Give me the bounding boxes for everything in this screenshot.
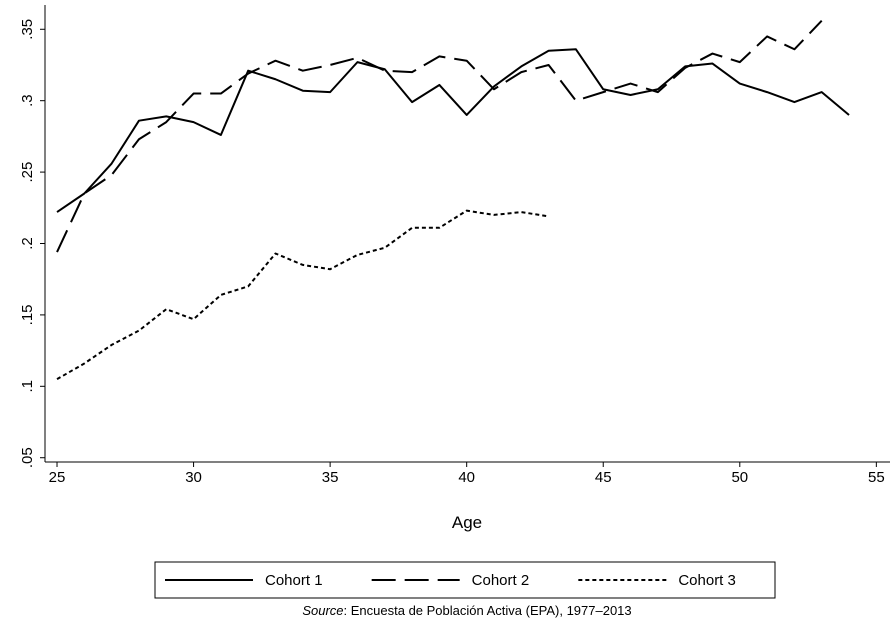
series-line bbox=[56, 20, 823, 253]
y-tick-label: .1 bbox=[19, 380, 36, 393]
y-tick-label: .05 bbox=[19, 447, 36, 468]
y-tick-label: .25 bbox=[19, 162, 36, 183]
x-axis-label: Age bbox=[452, 513, 482, 532]
y-tick-label: .3 bbox=[19, 94, 36, 107]
source-label: Source bbox=[302, 603, 343, 618]
x-tick-label: 45 bbox=[595, 469, 612, 486]
legend-box bbox=[154, 561, 776, 599]
series-line bbox=[56, 209, 549, 381]
source-note: Source: Encuesta de Población Activa (EP… bbox=[302, 603, 631, 618]
source-text: : Encuesta de Población Activa (EPA), 19… bbox=[344, 603, 632, 618]
legend-label: Cohort 3 bbox=[678, 572, 736, 589]
y-tick-label: .15 bbox=[19, 304, 36, 325]
x-tick-label: 40 bbox=[458, 469, 475, 486]
x-tick-label: 25 bbox=[49, 469, 66, 486]
x-tick-label: 50 bbox=[731, 469, 748, 486]
x-tick-label: 55 bbox=[868, 469, 885, 486]
legend-label: Cohort 1 bbox=[265, 572, 323, 589]
y-tick-label: .2 bbox=[19, 237, 36, 250]
x-tick-label: 30 bbox=[185, 469, 202, 486]
x-tick-label: 35 bbox=[322, 469, 339, 486]
y-tick-label: .35 bbox=[19, 19, 36, 40]
series-line bbox=[56, 48, 850, 213]
legend-label: Cohort 2 bbox=[472, 572, 530, 589]
